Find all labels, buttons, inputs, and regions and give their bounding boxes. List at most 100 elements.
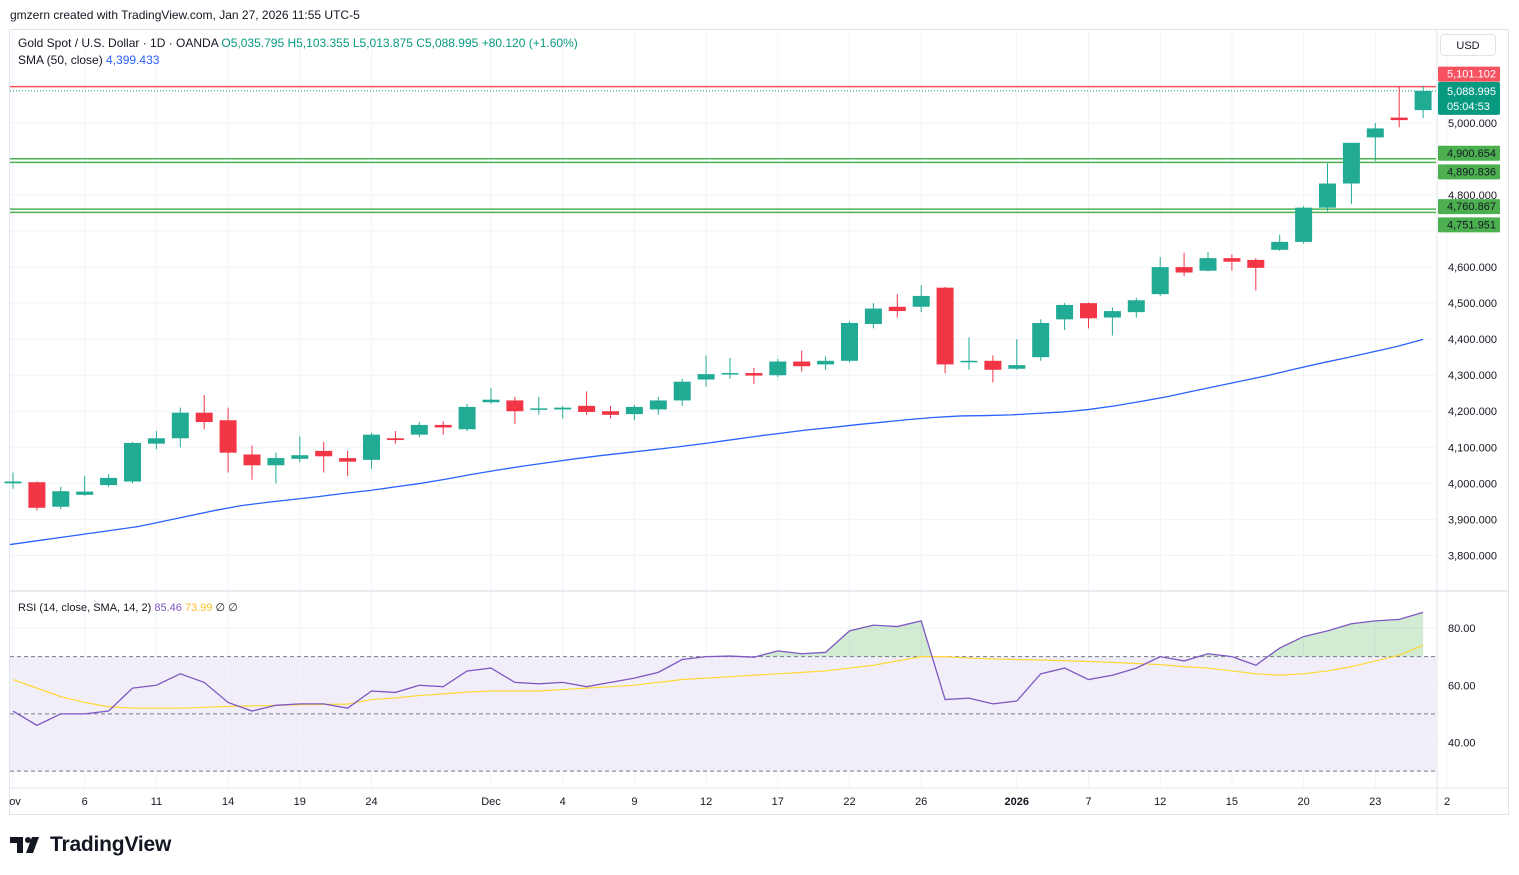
currency-selector[interactable]: USD	[1440, 34, 1496, 56]
price-level-label: 4,751.951	[1447, 219, 1496, 231]
price-level-badge	[1438, 66, 1500, 82]
time-tick-label: 6	[82, 796, 88, 808]
candle-body	[219, 420, 237, 453]
candle-body	[1056, 304, 1074, 320]
tradingview-wordmark: TradingView	[50, 833, 172, 856]
candle-body	[171, 412, 189, 439]
candle-body	[243, 454, 261, 466]
price-level-badge	[1438, 145, 1500, 161]
candle-body	[1151, 267, 1169, 295]
time-tick-label: 23	[1369, 796, 1381, 808]
candle-body	[4, 481, 22, 484]
time-tick-label: 24	[365, 796, 377, 808]
candle-body	[267, 458, 285, 466]
time-tick-label: Dec	[481, 796, 501, 808]
candle-body	[195, 412, 213, 423]
candle-body	[1271, 241, 1289, 250]
candle-body	[960, 360, 978, 363]
time-tick-label: 20	[1297, 796, 1309, 808]
candle-body	[100, 477, 118, 486]
rsi-tick-label: 40.00	[1448, 738, 1476, 750]
sma-label: SMA (50, close)	[18, 53, 103, 67]
time-tick-label: 12	[700, 796, 712, 808]
candle-body	[1008, 365, 1026, 369]
candle-body	[458, 406, 476, 430]
candle-body	[649, 400, 667, 410]
price-tick-label: 4,100.000	[1448, 442, 1497, 454]
chart-credit: gmzern created with TradingView.com, Jan…	[10, 8, 360, 22]
candle-body	[28, 482, 46, 508]
candle-body	[1247, 259, 1265, 268]
price-level-badge	[1438, 217, 1500, 233]
sma-legend: SMA (50, close) 4,399.433	[18, 53, 159, 67]
sma-value: 4,399.433	[106, 53, 160, 67]
candle-body	[1319, 183, 1336, 208]
candle-body	[410, 424, 428, 435]
candle-body	[124, 442, 141, 482]
candle-body	[147, 438, 165, 444]
rsi-value: 85.46	[154, 602, 182, 614]
sma-line	[9, 338, 1424, 546]
time-tick-label: 12	[1154, 796, 1166, 808]
rsi-band	[10, 656, 1436, 772]
candle-body	[506, 400, 524, 412]
price-tick-label: 4,500.000	[1448, 298, 1497, 310]
candle-body	[1080, 303, 1097, 319]
price-tick-label: 4,000.000	[1448, 478, 1497, 490]
candle-body	[291, 455, 309, 459]
ohlc-close: C5,088.995	[416, 36, 479, 50]
candle-body	[339, 458, 357, 462]
price-tick-label: 4,800.000	[1448, 190, 1497, 202]
candle-body	[817, 360, 835, 365]
candle-body	[912, 295, 930, 307]
candle-body	[1223, 258, 1241, 262]
rsi-tick-label: 60.00	[1448, 680, 1476, 692]
rsi-extra-2: ∅	[228, 602, 238, 614]
rsi-ma-line	[12, 644, 1424, 709]
candle-body	[721, 373, 739, 375]
candle-body	[602, 411, 619, 415]
rsi-line	[12, 611, 1424, 727]
time-tick-label: 2	[1444, 796, 1450, 808]
candle-body	[1414, 90, 1432, 111]
price-tick-label: 3,900.000	[1448, 514, 1497, 526]
main-legend: Gold Spot / U.S. Dollar · 1D · OANDA O5,…	[18, 36, 578, 50]
candle-body	[1127, 300, 1145, 313]
candle-body	[1032, 322, 1050, 358]
chart-frame	[9, 29, 1509, 815]
current-price-label: 5,088.995	[1447, 86, 1496, 98]
candle-body	[52, 491, 70, 507]
time-tick-label: 17	[772, 796, 784, 808]
candle-body	[363, 434, 380, 460]
price-tick-label: 4,300.000	[1448, 370, 1497, 382]
candle-body	[1366, 128, 1384, 138]
candle-body	[864, 308, 882, 325]
time-tick-label: 9	[631, 796, 637, 808]
price-level-badge	[1438, 199, 1500, 215]
ohlc-high: H5,103.355	[287, 36, 350, 50]
candle-body	[386, 438, 404, 441]
candle-body	[769, 361, 787, 376]
candle-body	[530, 408, 548, 410]
time-tick-label: 4	[560, 796, 566, 808]
price-tick-label: 3,800.000	[1448, 550, 1497, 562]
candle-body	[1103, 311, 1121, 318]
price-level-label: 5,101.102	[1447, 69, 1496, 81]
price-change: +80.120 (+1.60%)	[481, 36, 578, 50]
candle-body	[697, 374, 715, 380]
tradingview-logo-icon	[10, 837, 39, 853]
candle-body	[793, 361, 811, 367]
time-tick-label: 7	[1085, 796, 1091, 808]
price-level-label: 4,760.867	[1447, 201, 1496, 213]
price-level-label: 4,900.654	[1447, 148, 1496, 160]
candle-body	[1199, 258, 1217, 271]
time-tick-label: 2026	[1005, 796, 1029, 808]
price-tick-label: 4,200.000	[1448, 406, 1497, 418]
candle-body	[984, 360, 1002, 370]
candle-body	[745, 373, 763, 376]
symbol-title: Gold Spot / U.S. Dollar · 1D · OANDA	[18, 36, 219, 50]
tradingview-logo: TradingView	[10, 833, 171, 857]
countdown-label: 05:04:53	[1447, 101, 1490, 113]
candle-body	[1390, 117, 1408, 121]
